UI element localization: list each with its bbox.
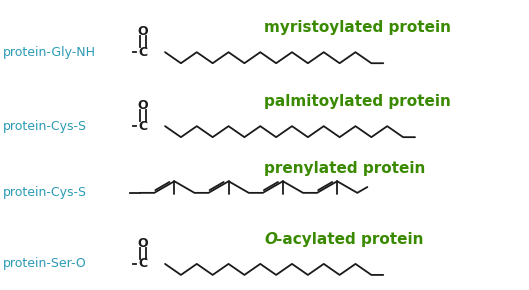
Text: O: O xyxy=(264,232,278,247)
Text: myristoylated protein: myristoylated protein xyxy=(264,20,451,35)
Text: palmitoylated protein: palmitoylated protein xyxy=(264,94,451,109)
Text: protein-Gly-NH: protein-Gly-NH xyxy=(3,46,96,59)
Text: O: O xyxy=(138,99,148,112)
Text: protein-Cys-S: protein-Cys-S xyxy=(3,186,87,199)
Text: protein-Cys-S: protein-Cys-S xyxy=(3,120,87,133)
Text: C: C xyxy=(138,46,148,59)
Text: C: C xyxy=(138,120,148,133)
Text: -acylated protein: -acylated protein xyxy=(276,232,424,247)
Text: O: O xyxy=(138,25,148,38)
Text: C: C xyxy=(138,258,148,270)
Text: prenylated protein: prenylated protein xyxy=(264,161,426,176)
Text: protein-Ser-O: protein-Ser-O xyxy=(3,258,86,270)
Text: O: O xyxy=(138,237,148,249)
